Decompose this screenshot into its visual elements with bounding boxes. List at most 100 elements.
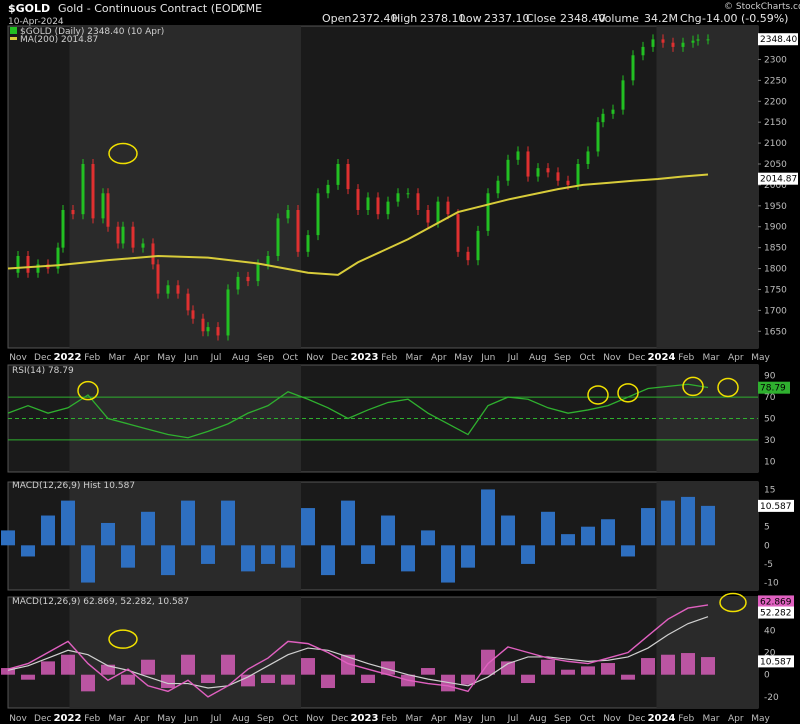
bottom-x-tick-label: May (751, 714, 770, 724)
price-bar (81, 164, 85, 215)
hist-bar (121, 545, 135, 568)
macd-hist-bar (221, 654, 235, 675)
price-x-tick-label: Nov (306, 353, 324, 363)
price-bar (601, 113, 605, 123)
price-bar (576, 164, 580, 185)
price-bar (526, 151, 530, 177)
price-x-tick-label: Feb (678, 353, 694, 363)
price-bar (256, 264, 260, 282)
bottom-x-tick-label: Mar (406, 714, 423, 724)
open-label: Open (322, 12, 351, 25)
price-bar (436, 201, 440, 223)
bottom-x-tick-label: Jun (480, 714, 495, 724)
panel-0-year-band (656, 26, 758, 348)
price-bar (216, 327, 220, 336)
hist-bar (301, 508, 315, 546)
price-x-tick-label: Jul (507, 353, 519, 363)
hist-bar (321, 545, 335, 576)
price-x-tick-label: May (157, 353, 176, 363)
price-bar (286, 210, 290, 219)
macd-hist-bar (521, 674, 535, 684)
rsi-last-label-box (758, 381, 790, 394)
bottom-x-tick-label: 2022 (54, 713, 82, 724)
bottom-x-tick-label: Apr (134, 714, 150, 724)
exchange: CME (238, 2, 262, 15)
bottom-x-tick-label: Apr (431, 714, 447, 724)
price-bar (56, 247, 60, 269)
price-bar (446, 201, 450, 215)
price-bar (186, 293, 190, 311)
price-x-tick-label: Oct (282, 353, 298, 363)
hist-bar (101, 522, 115, 546)
close-label: Close (526, 12, 556, 25)
price-y-tick-label: 2000 (764, 181, 787, 191)
price-bar (416, 193, 420, 210)
rsi-y-tick-label: 90 (764, 372, 776, 382)
price-bar (671, 42, 675, 47)
hist-bar (81, 545, 95, 583)
price-x-tick-label: May (751, 353, 770, 363)
volume-label: Volume (598, 12, 639, 25)
price-bar (611, 109, 615, 114)
hist-bar (501, 515, 515, 546)
ma-legend: MA(200) 2014.87 (20, 35, 98, 45)
price-x-tick-label: Jun (183, 353, 198, 363)
price-bar (121, 226, 125, 244)
price-bar (486, 193, 490, 231)
price-bar (26, 256, 30, 273)
hist-bar (401, 545, 415, 572)
macd-hist-bar (461, 674, 475, 685)
price-bar (276, 218, 280, 256)
hist-bar (621, 545, 635, 557)
price-bar (201, 318, 205, 332)
price-x-tick-label: Jul (210, 353, 222, 363)
panel-0-year-band (69, 26, 301, 348)
hist-bar (221, 500, 235, 546)
ma200-line (7, 173, 709, 276)
macd-hist-bar (661, 654, 675, 675)
price-bar (556, 172, 560, 181)
price-y-tick-label: 1700 (764, 306, 787, 316)
price-bar (536, 168, 540, 177)
price-x-tick-label: Mar (406, 353, 423, 363)
price-x-tick-label: Mar (109, 353, 126, 363)
price-bar (386, 201, 390, 215)
price-bar (426, 210, 430, 223)
macd-legend: MACD(12,26,9) 62.869, 52.282, 10.587 (12, 597, 189, 607)
bottom-x-tick-label: 2023 (351, 713, 379, 724)
bottom-x-tick-label: Sep (554, 714, 571, 724)
price-x-tick-label: Sep (554, 353, 571, 363)
hist-bar (661, 500, 675, 546)
price-x-tick-label: Apr (431, 353, 447, 363)
volume-value: 34.2M (644, 12, 678, 25)
price-bar (236, 276, 240, 290)
bottom-x-tick-label: Jun (183, 714, 198, 724)
macd-hist-bar (141, 659, 155, 675)
price-bar (36, 264, 40, 273)
hist-bar (21, 545, 35, 557)
open-value: 2372.40 (352, 12, 398, 25)
price-bar (336, 164, 340, 185)
price-x-tick-label: Apr (134, 353, 150, 363)
macd-hist-bar (101, 664, 115, 675)
hist-bar (241, 545, 255, 572)
rsi-y-tick-label: 30 (764, 436, 776, 446)
bottom-x-tick-label: Feb (381, 714, 397, 724)
rsi-y-tick-label: 70 (764, 393, 776, 403)
bottom-x-tick-label: Nov (603, 714, 621, 724)
price-x-tick-label: Oct (579, 353, 595, 363)
hist-bar (461, 545, 475, 568)
macd-hist-bar (381, 661, 395, 675)
bottom-x-tick-label: Mar (703, 714, 720, 724)
hist-bar (181, 500, 195, 546)
price-y-tick-label: 1750 (764, 285, 787, 295)
rsi-line (7, 383, 709, 439)
hist-bar (161, 545, 175, 576)
bottom-x-tick-label: Dec (34, 714, 51, 724)
price-bar (156, 264, 160, 294)
price-y-tick-label: 2300 (764, 55, 787, 65)
price-bar (466, 251, 470, 261)
price-legend: $GOLD (Daily) 2348.40 (10 Apr) (20, 27, 164, 37)
hist-last-label: 10.587 (760, 502, 792, 512)
price-bar (116, 226, 120, 244)
